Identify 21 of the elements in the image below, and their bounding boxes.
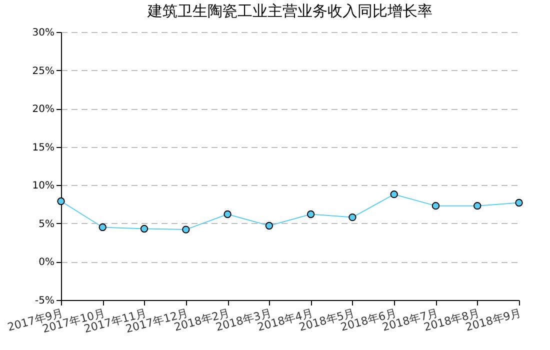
y-tick-label: 5% (38, 218, 54, 230)
point (474, 202, 482, 210)
y-tick-label: 25% (32, 66, 54, 77)
point (140, 224, 148, 233)
y-tick-label: 30% (32, 28, 54, 38)
point (306, 210, 315, 218)
point (348, 213, 356, 222)
point (432, 202, 440, 210)
chart-title: 建筑卫生陶瓷工业主营业务收入同比增长率 (146, 2, 432, 20)
point (98, 223, 106, 232)
point (224, 210, 232, 218)
y-tick-label: 20% (32, 104, 54, 116)
point (265, 222, 274, 230)
y-tick-label: 10% (32, 180, 54, 192)
point (390, 190, 398, 198)
y-tick-label: -5% (35, 296, 54, 306)
point (515, 198, 523, 207)
point (57, 197, 65, 206)
y-tick-label: 15% (32, 142, 54, 154)
point (182, 226, 190, 234)
y-tick-label: 0% (38, 257, 54, 268)
